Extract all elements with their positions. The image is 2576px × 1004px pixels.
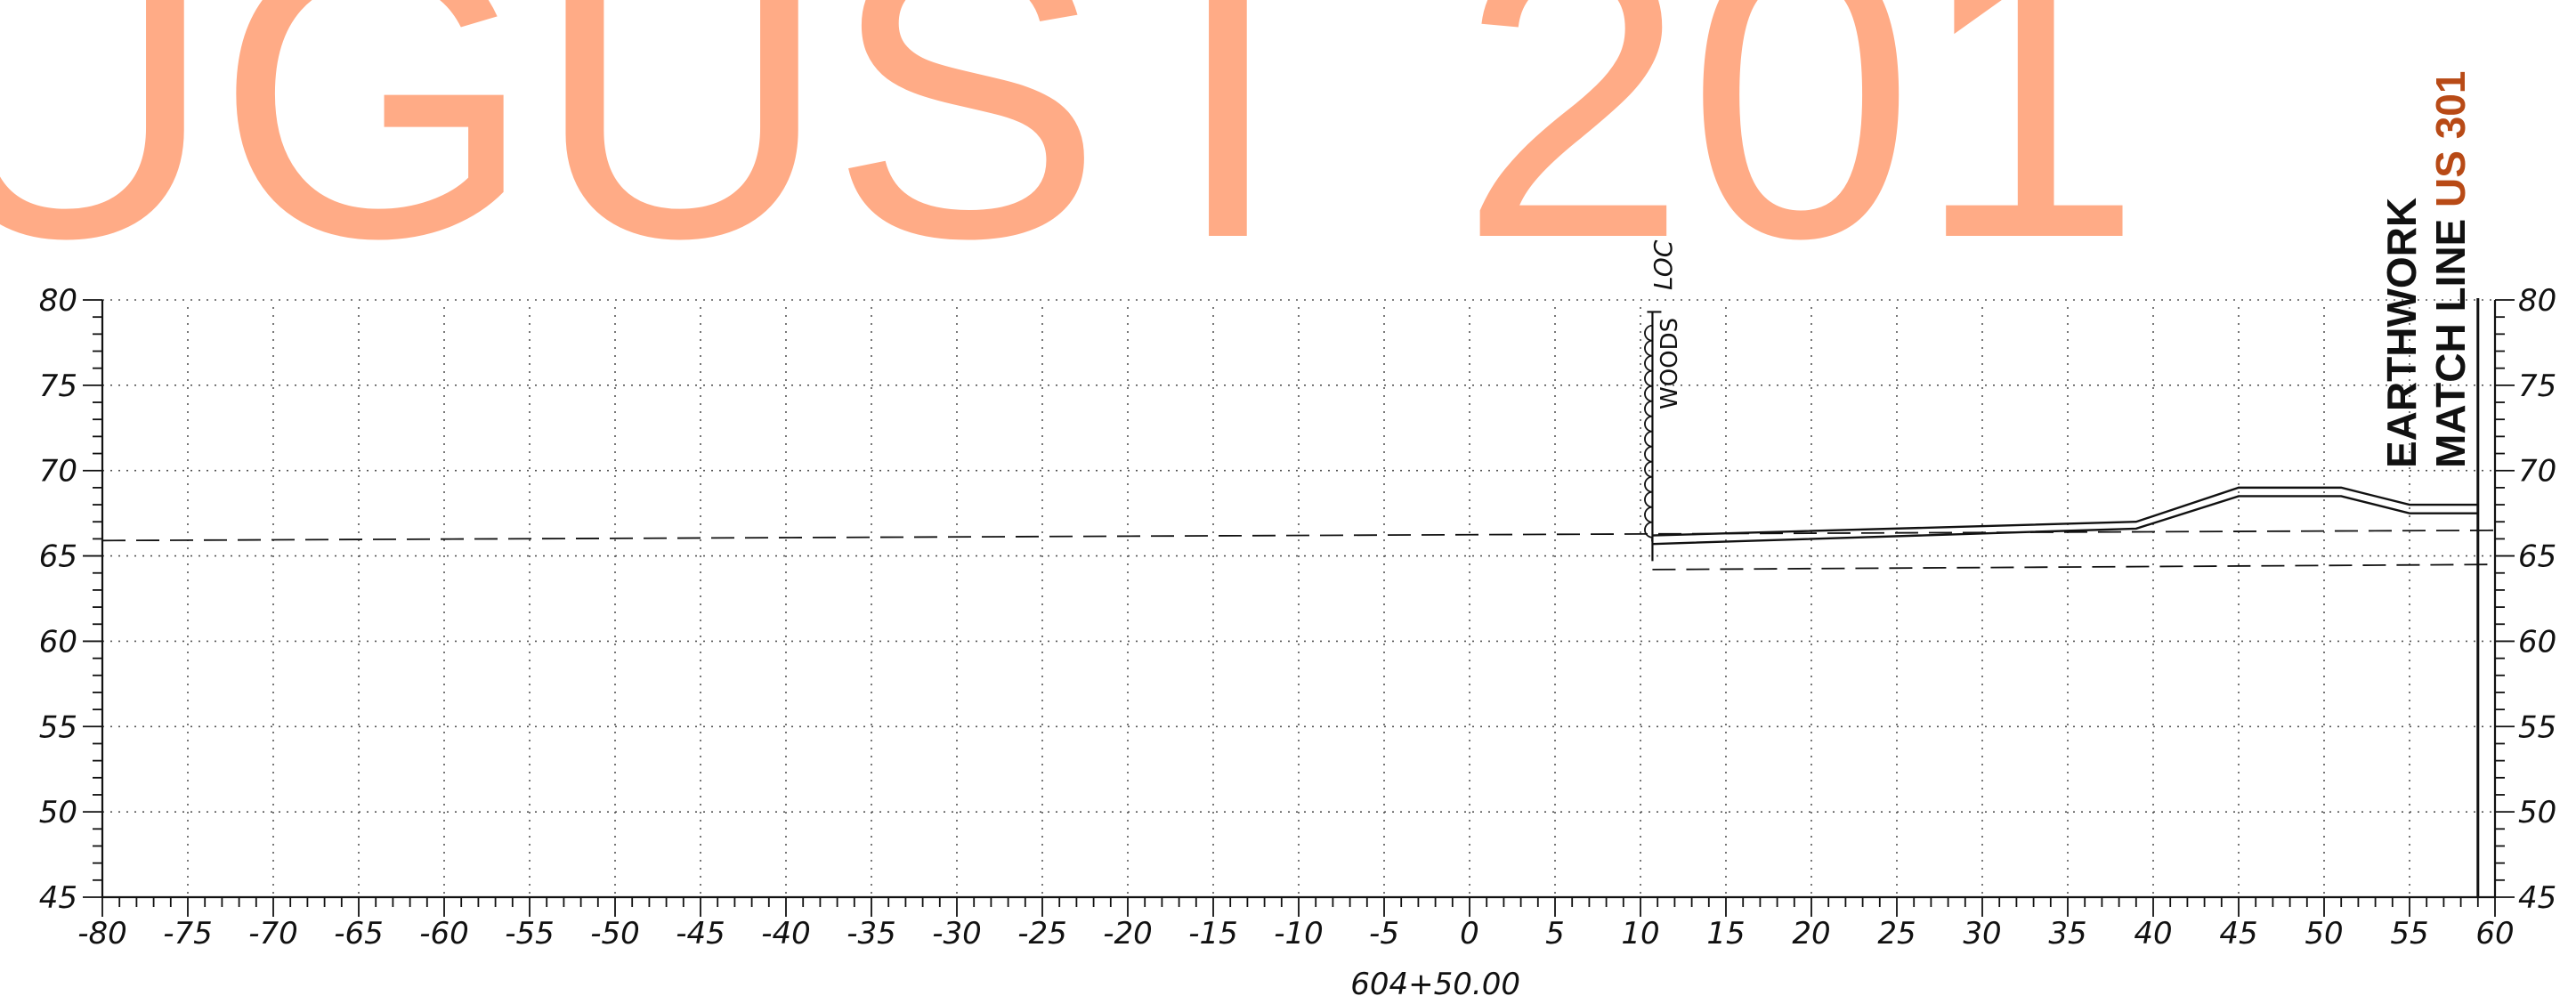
x-tick-label: 0 [1460, 916, 1479, 951]
x-tick-label: 25 [1877, 916, 1916, 951]
station-label: 604+50.00 [1350, 967, 1520, 1002]
y-tick-label-right: 45 [2518, 880, 2556, 916]
y-tick-label-right: 70 [2518, 454, 2556, 490]
y-tick-label-right: 50 [2518, 795, 2556, 830]
ground-line [1652, 486, 2478, 537]
y-tick-label-left: 45 [39, 880, 77, 916]
x-tick-label: 45 [2219, 916, 2257, 951]
earthwork-label: EARTHWORK [2378, 198, 2425, 468]
y-tick-label-left: 60 [39, 624, 77, 660]
x-tick-label: -45 [676, 916, 725, 951]
route-number-text: US 301 [2427, 71, 2474, 207]
x-tick-label: 40 [2134, 916, 2172, 951]
x-tick-label: 10 [1621, 916, 1659, 951]
woods-scallop [1644, 324, 1654, 543]
x-tick-label: 60 [2475, 916, 2514, 951]
x-tick-label: -40 [761, 916, 811, 951]
x-tick-label: 20 [1792, 916, 1830, 951]
y-tick-label-right: 80 [2518, 283, 2556, 319]
loc-label: LOC [1648, 239, 1678, 290]
x-tick-label: -20 [1103, 916, 1153, 951]
y-tick-label-left: 50 [39, 795, 77, 830]
y-tick-label-right: 65 [2518, 539, 2556, 575]
x-tick-label: -55 [505, 916, 555, 951]
y-tick-label-right: 60 [2518, 624, 2556, 660]
x-tick-label: -30 [932, 916, 982, 951]
dashed-profile-line [1652, 563, 2496, 571]
woods-label: WOODS [1657, 318, 1683, 409]
x-tick-label: 50 [2305, 916, 2343, 951]
y-tick-label-right: 75 [2518, 368, 2556, 404]
y-tick-label-left: 70 [39, 454, 77, 490]
x-tick-label: -5 [1369, 916, 1399, 951]
y-tick-label-left: 55 [39, 709, 77, 745]
x-tick-label: 15 [1706, 916, 1745, 951]
x-tick-label: 55 [2390, 916, 2428, 951]
x-tick-label: -70 [248, 916, 298, 951]
axes [101, 300, 2497, 899]
x-tick-label: -60 [419, 916, 469, 951]
x-tick-label: -10 [1274, 916, 1324, 951]
x-tick-label: -50 [590, 916, 640, 951]
x-tick-label: -75 [163, 916, 213, 951]
woods-edge [1644, 311, 1662, 562]
ground-line [1652, 495, 2478, 546]
x-tick-label: -80 [77, 916, 127, 951]
x-tick-label: -65 [334, 916, 384, 951]
watermark-date-text: UGUST 201 [0, 0, 2143, 323]
dashed-profile-line [101, 529, 2496, 542]
match-line-text: MATCH LINE [2427, 207, 2474, 468]
y-tick-label-right: 55 [2518, 709, 2556, 745]
y-tick-label-left: 75 [39, 368, 77, 404]
x-tick-label: -25 [1017, 916, 1067, 951]
x-tick-label: 35 [2048, 916, 2086, 951]
y-tick-label-left: 65 [39, 539, 77, 575]
match-line-label: MATCH LINE US 301 [2427, 71, 2474, 468]
grid [102, 299, 2495, 897]
x-tick-label: 30 [1963, 916, 2001, 951]
y-tick-label-left: 80 [39, 283, 77, 319]
x-tick-label: -15 [1188, 916, 1238, 951]
ground-profiles [101, 298, 2496, 897]
x-tick-label: -35 [847, 916, 896, 951]
x-tick-label: 5 [1545, 916, 1565, 951]
